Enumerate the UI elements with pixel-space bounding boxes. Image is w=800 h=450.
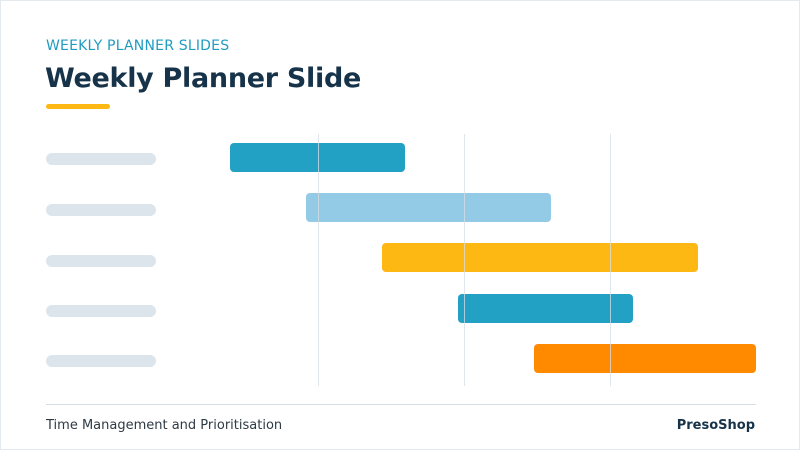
row-label-placeholder-4 (46, 305, 156, 317)
row-label-placeholder-3 (46, 255, 156, 267)
footer-brand: PresoShop (676, 418, 755, 433)
day-gridline-1 (318, 134, 319, 386)
footer-divider (46, 404, 756, 405)
row-label-placeholder-5 (46, 355, 156, 367)
task-bar-4 (457, 294, 634, 323)
row-label-placeholder-2 (46, 204, 156, 216)
day-gridline-2 (464, 134, 465, 386)
task-bar-1 (230, 143, 406, 172)
task-bar-2 (305, 193, 552, 222)
day-gridline-3 (610, 134, 611, 386)
row-label-placeholder-1 (46, 153, 156, 165)
footer-caption: Time Management and Prioritisation (46, 418, 283, 433)
slide-subtitle: WEEKLY PLANNER SLIDES (46, 38, 230, 54)
task-bar-3 (381, 243, 698, 272)
title-underline (46, 104, 110, 109)
task-bar-5 (533, 344, 756, 373)
slide-title: Weekly Planner Slide (45, 63, 361, 94)
